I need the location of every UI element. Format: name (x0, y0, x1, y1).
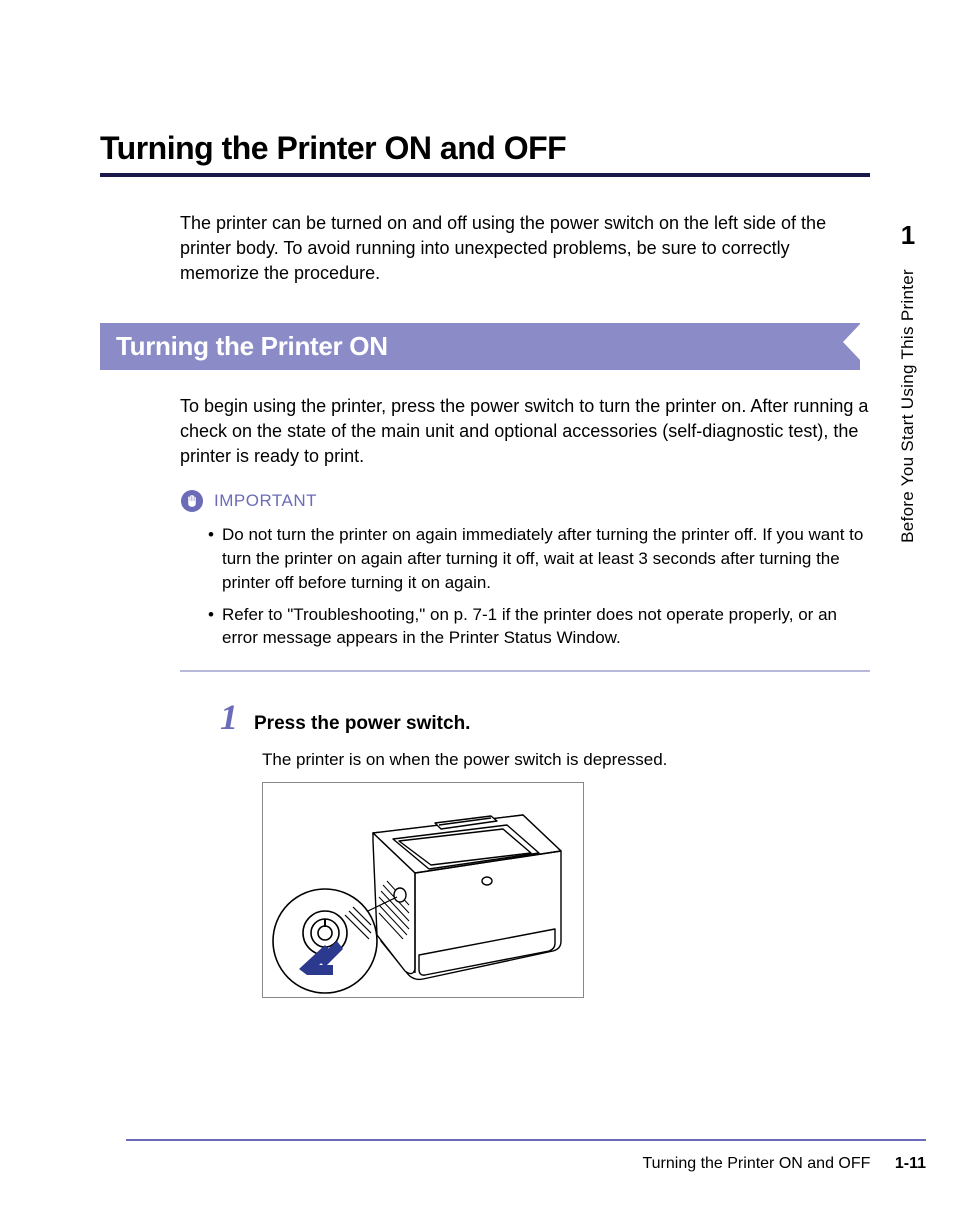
sidebar-chapter-label: Before You Start Using This Printer (898, 269, 918, 543)
important-item: Refer to "Troubleshooting," on p. 7-1 if… (208, 603, 870, 651)
footer-page-number: 1-11 (895, 1155, 926, 1172)
important-list: Do not turn the printer on again immedia… (208, 523, 870, 650)
important-header: IMPORTANT (180, 489, 870, 513)
footer-text: Turning the Printer ON and OFF (642, 1155, 870, 1172)
important-hand-icon (180, 489, 204, 513)
section-banner: Turning the Printer ON (100, 323, 860, 370)
step-header: 1 Press the power switch. (220, 696, 870, 738)
section-divider (180, 670, 870, 672)
main-title-block: Turning the Printer ON and OFF (100, 130, 870, 177)
important-block: IMPORTANT Do not turn the printer on aga… (180, 489, 870, 650)
intro-paragraph: The printer can be turned on and off usi… (180, 211, 870, 287)
step-block: 1 Press the power switch. The printer is… (220, 696, 870, 998)
step-title: Press the power switch. (254, 713, 470, 735)
step-number: 1 (220, 696, 238, 738)
page-footer: Turning the Printer ON and OFF 1-11 (126, 1139, 926, 1173)
important-label: IMPORTANT (214, 491, 317, 511)
printer-illustration (262, 782, 584, 998)
section-paragraph: To begin using the printer, press the po… (180, 394, 870, 470)
sidebar-chapter-number: 1 (890, 220, 926, 251)
page-content: Turning the Printer ON and OFF The print… (100, 40, 870, 998)
important-item: Do not turn the printer on again immedia… (208, 523, 870, 594)
main-title: Turning the Printer ON and OFF (100, 130, 870, 167)
sidebar-tab: 1 Before You Start Using This Printer (890, 220, 926, 548)
step-text: The printer is on when the power switch … (262, 750, 870, 770)
section-title: Turning the Printer ON (116, 331, 844, 362)
